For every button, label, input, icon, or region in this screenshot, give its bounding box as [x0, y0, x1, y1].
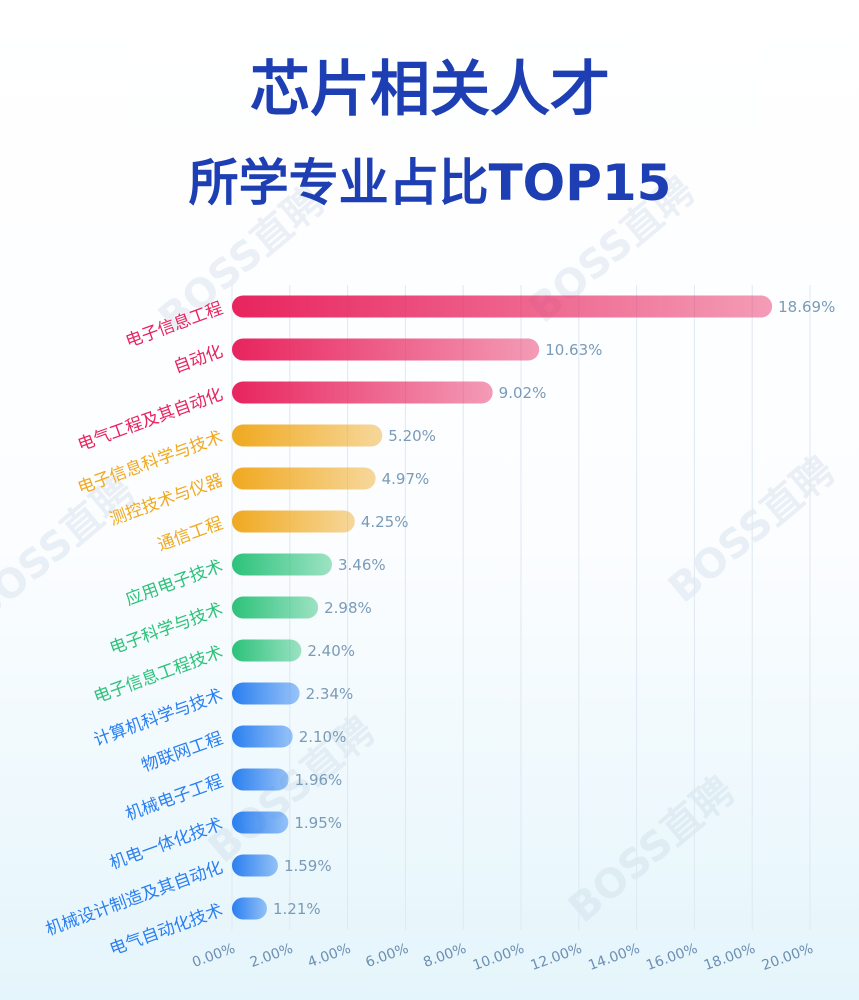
value-label: 1.59% [284, 857, 332, 875]
chart-title: 芯片相关人才 [250, 55, 610, 125]
x-tick-label: 14.00% [586, 941, 642, 974]
bar [232, 424, 383, 447]
value-label: 1.95% [294, 814, 342, 832]
bar [232, 553, 332, 576]
x-tick-label: 20.00% [760, 941, 816, 974]
value-label: 2.40% [307, 642, 355, 660]
x-tick-label: 18.00% [702, 941, 758, 974]
bar [232, 467, 376, 490]
watermark: BOSS直聘 [560, 768, 743, 932]
x-tick-label: 6.00% [363, 941, 410, 971]
bar [232, 510, 355, 533]
value-label: 1.96% [295, 771, 343, 789]
x-tick-label: 10.00% [471, 941, 527, 974]
bar [232, 897, 267, 920]
value-label: 5.20% [388, 427, 436, 445]
bar [232, 854, 278, 877]
value-label: 2.98% [324, 599, 372, 617]
value-label: 2.34% [306, 685, 354, 703]
x-tick-label: 16.00% [644, 941, 700, 974]
bar [232, 811, 289, 834]
value-label: 10.63% [545, 341, 602, 359]
value-label: 3.46% [338, 556, 386, 574]
bar [232, 338, 540, 361]
x-tick-label: 8.00% [421, 941, 468, 971]
value-label: 18.69% [778, 298, 835, 316]
bar [232, 725, 293, 748]
value-label: 4.25% [361, 513, 409, 531]
value-label: 4.97% [382, 470, 430, 488]
x-tick-label: 0.00% [190, 941, 237, 971]
watermark: BOSS直聘 [0, 468, 143, 632]
x-tick-label: 2.00% [248, 941, 295, 971]
value-label: 1.21% [273, 900, 321, 918]
x-tick-label: 4.00% [306, 941, 353, 971]
bar [232, 768, 289, 791]
category-label: 自动化 [171, 341, 226, 377]
chart-subtitle: 所学专业占比TOP15 [189, 154, 672, 212]
bar [232, 596, 319, 619]
x-tick-label: 12.00% [529, 941, 585, 974]
bar [232, 682, 300, 705]
watermark: BOSS直聘 [660, 448, 843, 612]
value-label: 2.10% [299, 728, 347, 746]
bar [232, 295, 773, 318]
bar [232, 639, 302, 662]
category-label: 通信工程 [155, 513, 226, 555]
category-label: 物联网工程 [139, 728, 226, 776]
value-label: 9.02% [499, 384, 547, 402]
bar [232, 381, 493, 404]
